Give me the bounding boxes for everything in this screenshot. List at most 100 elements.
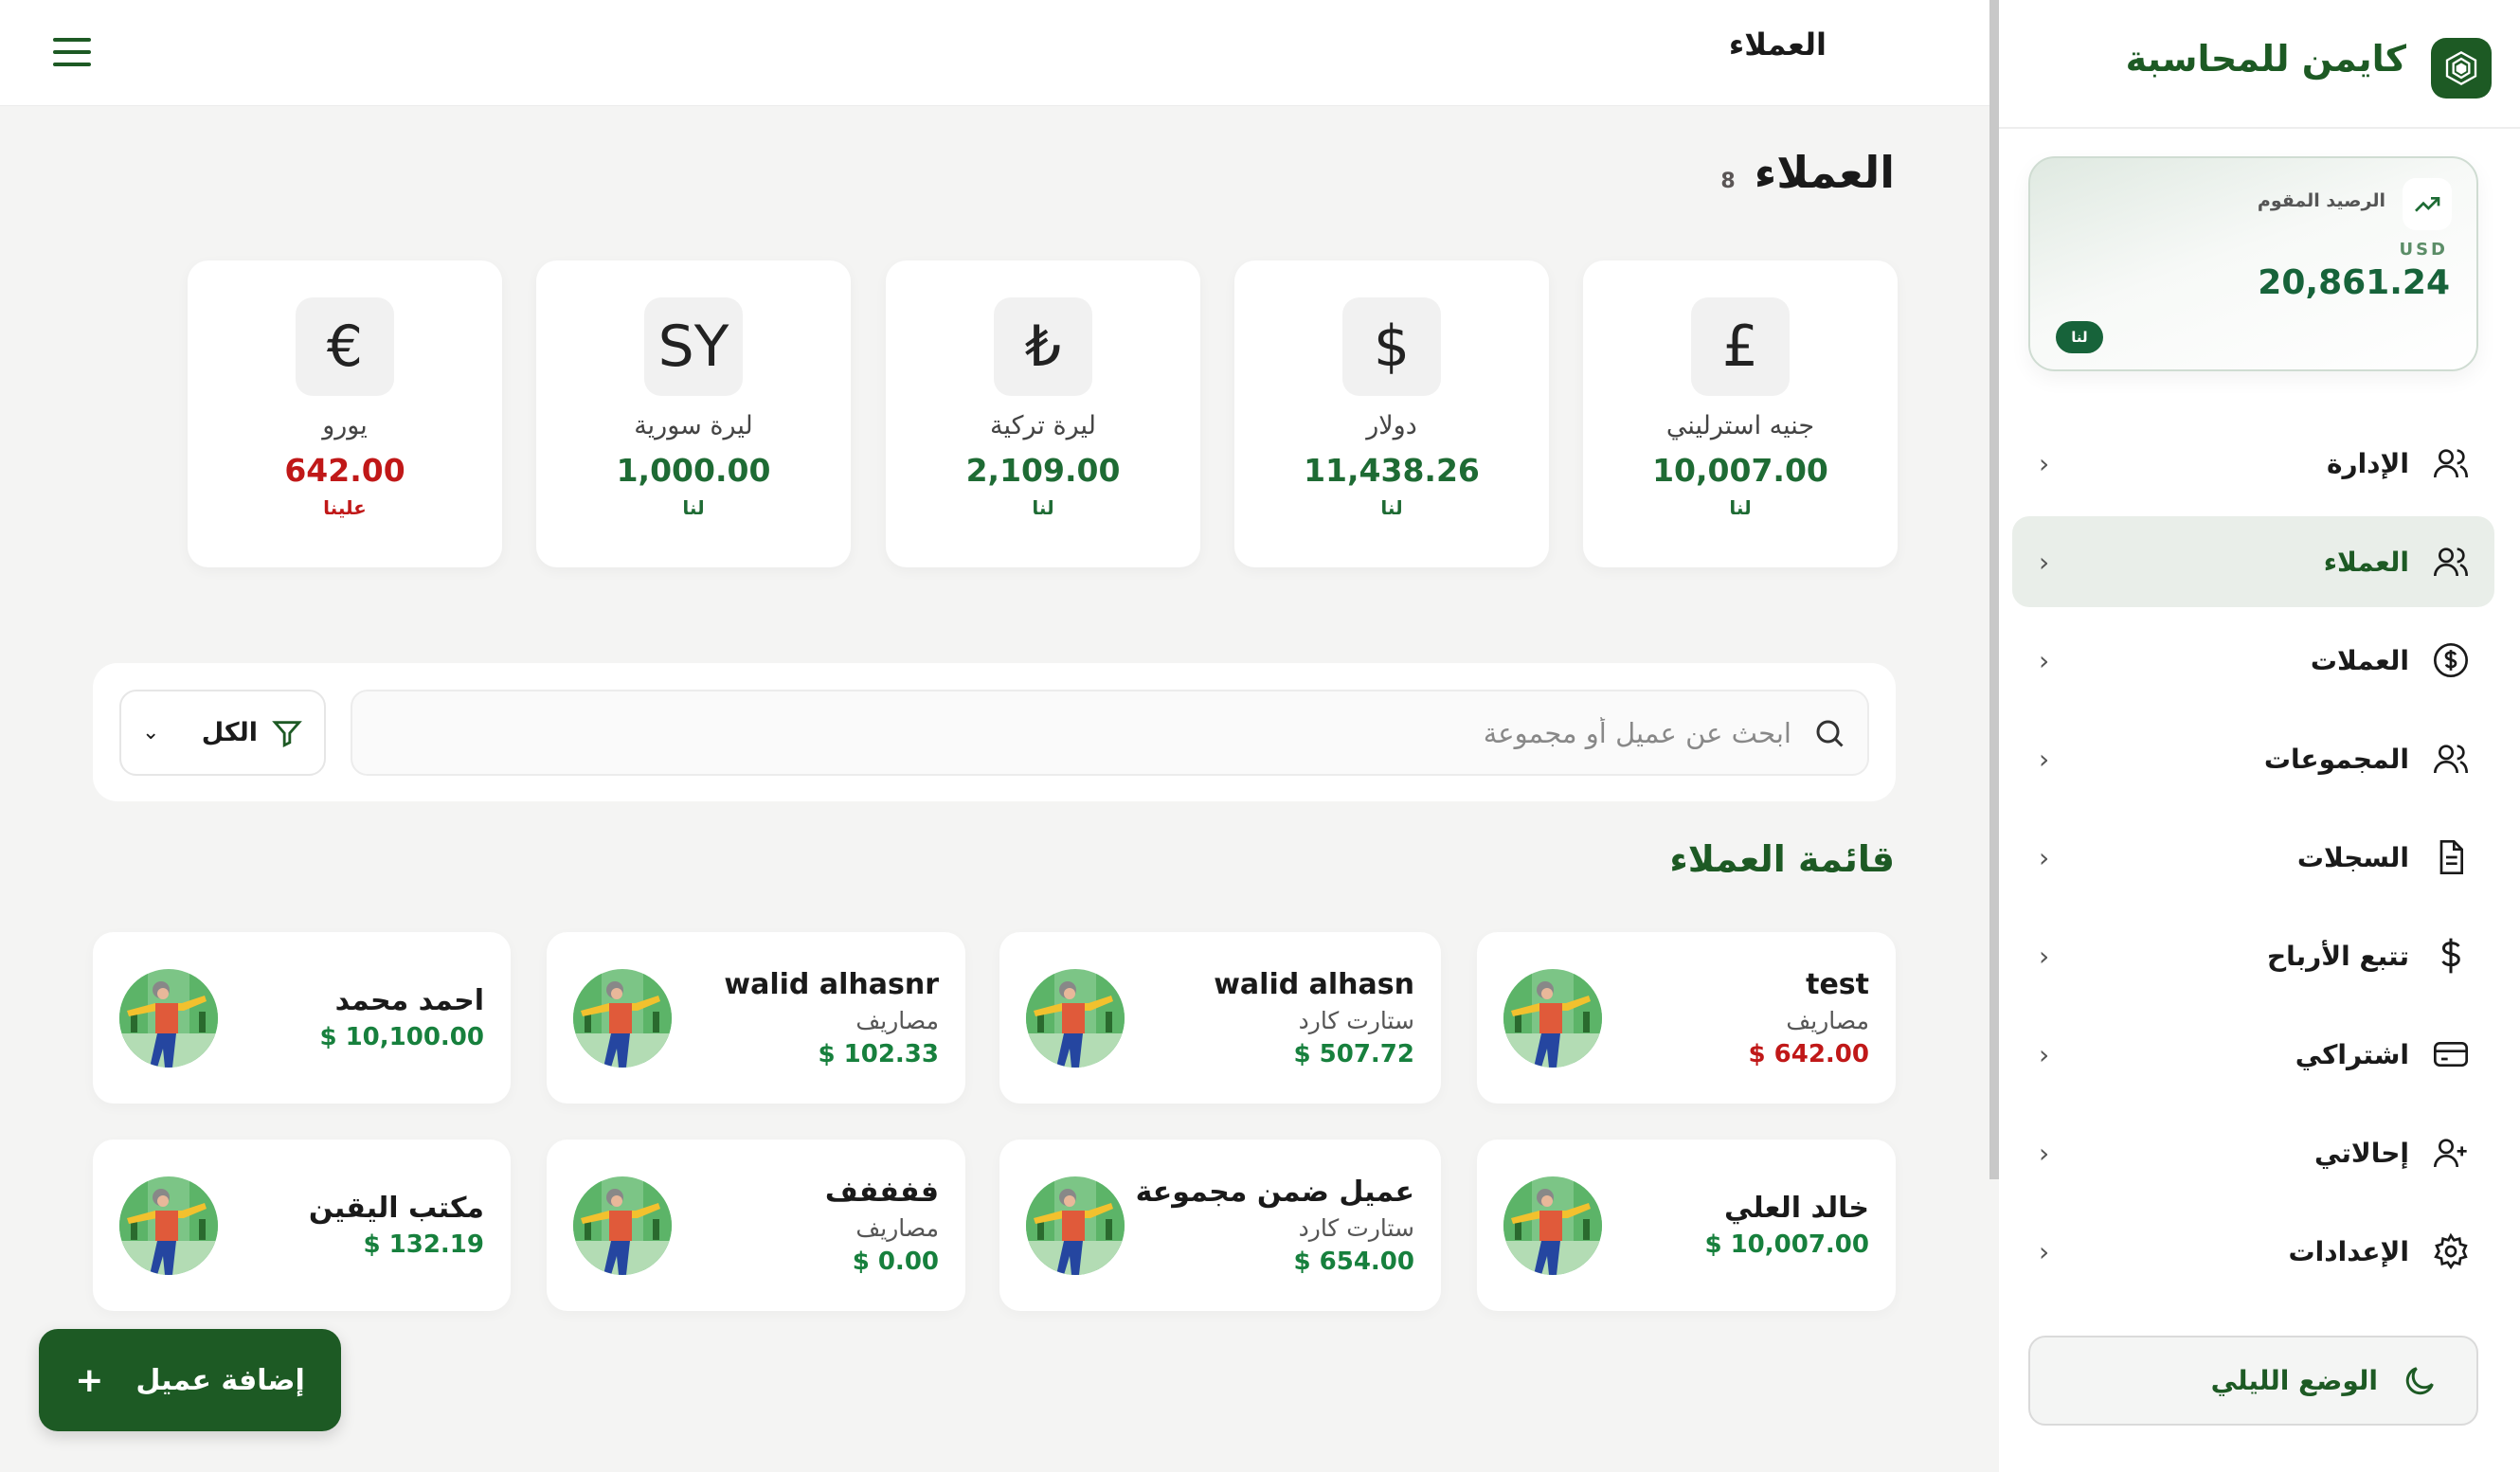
plus-icon: + — [75, 1360, 104, 1400]
client-name: مكتب اليقين — [308, 1192, 484, 1225]
client-amount: $ 102.33 — [818, 1039, 939, 1068]
client-card[interactable]: احمد محمد $ 10,100.00 — [93, 932, 511, 1104]
balance-status-badge: لنا — [2056, 321, 2103, 353]
brand-name: كايمن للمحاسبة — [2125, 38, 2406, 80]
chevron-left-icon: ‹ — [2039, 743, 2050, 775]
logo-icon — [2431, 38, 2492, 99]
sidebar-item[interactable]: الإعدادات ‹ — [2012, 1206, 2494, 1297]
currency-status: لنا — [1380, 496, 1403, 519]
avatar — [1026, 1176, 1125, 1275]
client-card[interactable]: test مصاريف $ 642.00 — [1477, 932, 1896, 1104]
chevron-left-icon: ‹ — [2039, 940, 2050, 972]
client-name: test — [1806, 967, 1869, 1001]
client-name: خالد العلي — [1723, 1192, 1869, 1225]
moon-icon — [2405, 1366, 2434, 1394]
chevron-left-icon: ‹ — [2039, 841, 2050, 873]
client-group: ستارت كارد — [1298, 1006, 1414, 1034]
gear-icon — [2428, 1229, 2474, 1274]
currency-value: 642.00 — [284, 452, 405, 489]
avatar — [573, 969, 672, 1068]
top-bar: العملاء — [0, 0, 1989, 106]
avatar — [1503, 1176, 1602, 1275]
hamburger-menu-button[interactable] — [53, 38, 91, 66]
currency-status: علينا — [323, 496, 367, 519]
client-amount: $ 10,007.00 — [1704, 1230, 1869, 1259]
user-plus-icon — [2428, 1130, 2474, 1176]
chevron-left-icon: ‹ — [2039, 546, 2050, 578]
chevron-left-icon: ‹ — [2039, 447, 2050, 479]
sidebar-item[interactable]: السجلات ‹ — [2012, 812, 2494, 903]
sidebar-item[interactable]: العملات ‹ — [2012, 615, 2494, 706]
currency-symbol-icon: SY — [644, 297, 743, 396]
client-amount: $ 654.00 — [1293, 1247, 1414, 1276]
chevron-down-icon: ⌄ — [142, 721, 160, 745]
chevron-left-icon: ‹ — [2039, 1235, 2050, 1267]
client-card[interactable]: عميل ضمن مجموعة ستارت كارد $ 654.00 — [999, 1140, 1441, 1311]
client-amount: $ 132.19 — [363, 1230, 484, 1259]
client-amount: $ 642.00 — [1748, 1039, 1869, 1068]
client-amount: $ 10,100.00 — [319, 1023, 484, 1051]
sidebar-item[interactable]: الإدارة ‹ — [2012, 418, 2494, 509]
client-name: ففففف — [824, 1175, 939, 1209]
dark-mode-label: الوضع الليلي — [2210, 1365, 2378, 1396]
balance-currency: USD — [2399, 240, 2448, 260]
brand-header: كايمن للمحاسبة — [1999, 0, 2520, 129]
sidebar-item-label: العملات — [2310, 644, 2409, 676]
sidebar-item-label: المجموعات — [2263, 743, 2409, 775]
filter-icon — [272, 720, 302, 747]
currency-value: 10,007.00 — [1652, 452, 1828, 489]
avatar — [119, 969, 218, 1068]
sidebar-item-label: الإعدادات — [2288, 1235, 2409, 1267]
sidebar-item[interactable]: المجموعات ‹ — [2012, 713, 2494, 804]
currency-value: 1,000.00 — [616, 452, 771, 489]
client-card[interactable]: خالد العلي $ 10,007.00 — [1477, 1140, 1896, 1311]
client-amount: $ 0.00 — [852, 1247, 939, 1276]
dollar-icon — [2428, 933, 2474, 978]
currency-card[interactable]: ₺ ليرة تركية 2,109.00 لنا — [886, 260, 1200, 567]
client-card[interactable]: ففففف مصاريف $ 0.00 — [547, 1140, 965, 1311]
sidebar-item[interactable]: اشتراكي ‹ — [2012, 1009, 2494, 1100]
dark-mode-button[interactable]: الوضع الليلي — [2028, 1336, 2478, 1426]
header-title: العملاء — [1728, 27, 1827, 63]
document-icon — [2428, 835, 2474, 880]
sidebar-item-label: الإدارة — [2326, 447, 2409, 479]
currency-card[interactable]: $ دولار 11,438.26 لنا — [1234, 260, 1549, 567]
client-name: walid alhasnr — [724, 967, 939, 1001]
sidebar-item[interactable]: العملاء ‹ — [2012, 516, 2494, 607]
client-card[interactable]: walid alhasn ستارت كارد $ 507.72 — [999, 932, 1441, 1104]
scrollbar[interactable] — [1989, 0, 1999, 1179]
client-group: مصاريف — [855, 1213, 939, 1242]
filter-dropdown[interactable]: ⌄ الكل — [119, 690, 326, 776]
currency-card[interactable]: € يورو 642.00 علينا — [188, 260, 502, 567]
trending-up-icon — [2403, 178, 2452, 230]
currency-symbol-icon: € — [296, 297, 394, 396]
credit-card-icon — [2428, 1032, 2474, 1077]
currency-card[interactable]: £ جنيه استرليني 10,007.00 لنا — [1583, 260, 1898, 567]
client-card[interactable]: مكتب اليقين $ 132.19 — [93, 1140, 511, 1311]
avatar — [573, 1176, 672, 1275]
search-input[interactable] — [352, 716, 1791, 749]
search-icon — [1816, 720, 1844, 747]
sidebar: كايمن للمحاسبة الرصيد المقوم USD 20,861.… — [1999, 0, 2520, 1472]
add-client-button[interactable]: إضافة عميل + — [39, 1329, 341, 1431]
client-card[interactable]: walid alhasnr مصاريف $ 102.33 — [547, 932, 965, 1104]
currency-name: دولار — [1366, 411, 1417, 440]
page-title: العملاء 8 — [1720, 147, 1895, 198]
sidebar-item-label: إحالاتي — [2314, 1137, 2409, 1169]
filter-label: الكل — [201, 718, 258, 747]
chevron-left-icon: ‹ — [2039, 644, 2050, 676]
currency-value: 11,438.26 — [1304, 452, 1480, 489]
sidebar-item[interactable]: إحالاتي ‹ — [2012, 1107, 2494, 1198]
balance-amount: 20,861.24 — [2258, 263, 2450, 302]
page-title-text: العملاء — [1754, 147, 1895, 198]
currency-card[interactable]: SY ليرة سورية 1,000.00 لنا — [536, 260, 851, 567]
sidebar-item[interactable]: تتبع الأرباح ‹ — [2012, 910, 2494, 1001]
add-client-label: إضافة عميل — [135, 1363, 305, 1397]
client-count: 8 — [1720, 170, 1736, 193]
client-name: walid alhasn — [1214, 967, 1414, 1001]
search-box[interactable] — [351, 690, 1869, 776]
search-panel: ⌄ الكل — [93, 663, 1896, 801]
client-group: مصاريف — [855, 1006, 939, 1034]
avatar — [1026, 969, 1125, 1068]
currency-name: يورو — [322, 411, 368, 440]
